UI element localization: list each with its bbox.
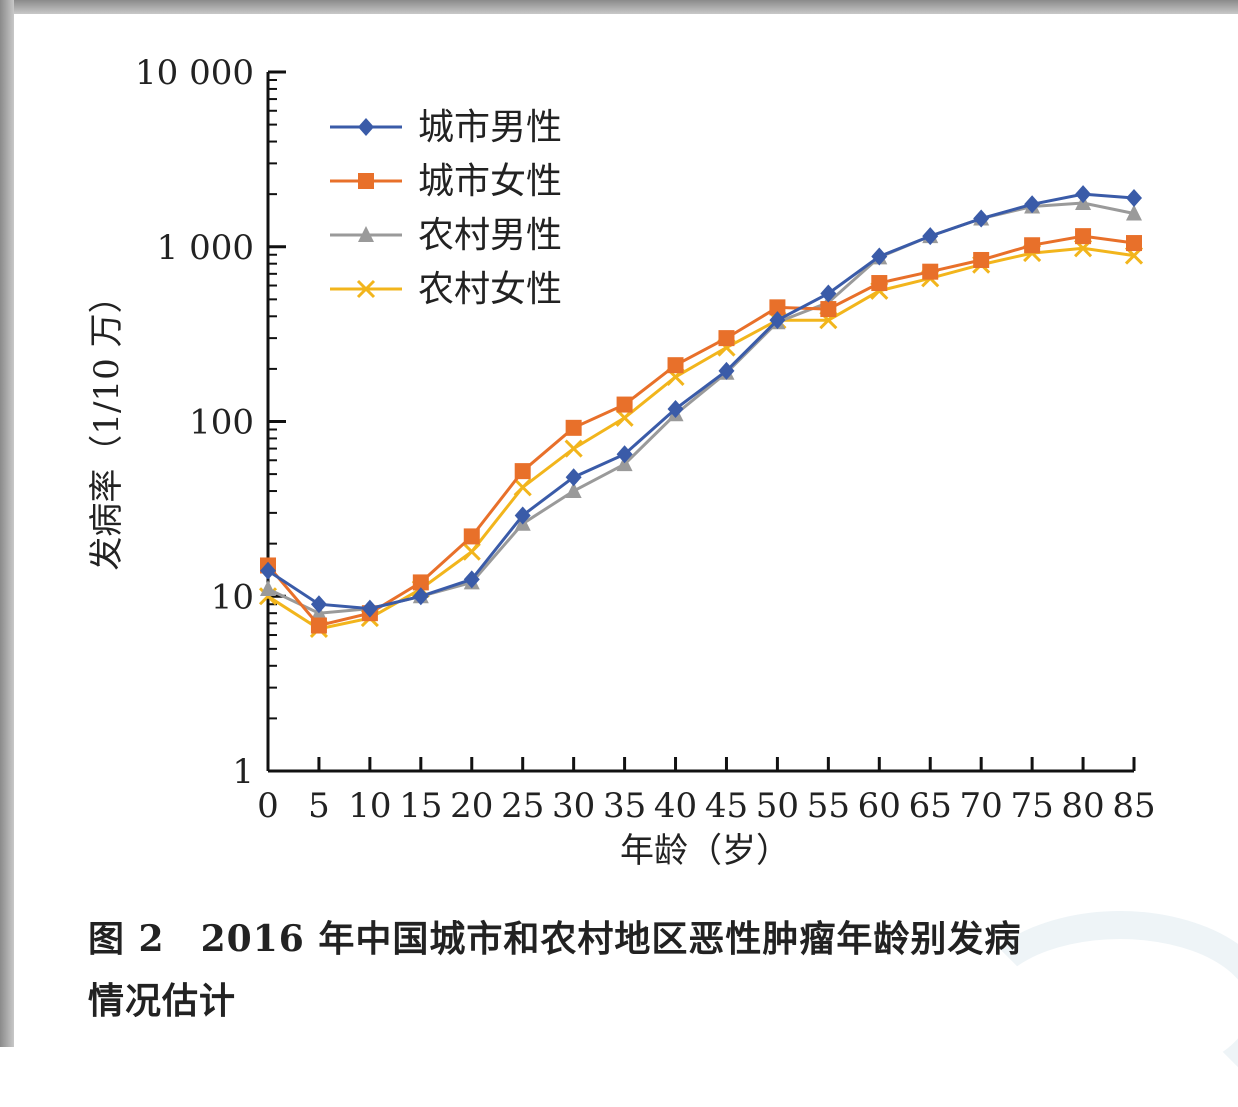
point-marker <box>358 173 374 189</box>
legend-entry: 城市女性 <box>330 161 562 202</box>
point-marker <box>718 330 735 347</box>
legend-entry: 城市男性 <box>330 107 562 148</box>
point-marker <box>358 118 374 136</box>
x-tick-label: 80 <box>1061 786 1104 826</box>
x-tick-label: 20 <box>450 786 493 826</box>
x-tick-label: 15 <box>399 786 442 826</box>
point-marker <box>310 617 327 634</box>
frame-top-edge <box>0 0 1238 14</box>
series-line <box>267 246 1135 631</box>
point-marker <box>871 247 888 266</box>
caption-text: 2016 年中国城市和农村地区恶性肿瘤年龄别发病 <box>200 918 1022 960</box>
point-marker <box>565 482 582 499</box>
series-line <box>266 234 1135 628</box>
y-axis-label: 发病率（1/10 万） <box>87 279 127 570</box>
x-tick-label: 10 <box>348 786 391 826</box>
point-marker <box>356 279 376 299</box>
point-marker <box>463 528 480 545</box>
x-tick-label: 60 <box>858 786 901 826</box>
x-tick-label: 40 <box>654 786 697 826</box>
point-marker <box>820 284 837 303</box>
chart-series <box>258 185 1144 639</box>
point-marker <box>718 361 735 380</box>
figure-number: 图 2 <box>88 918 165 960</box>
point-marker <box>1126 189 1142 208</box>
point-marker <box>514 463 531 480</box>
point-marker <box>1126 204 1142 221</box>
y-tick-label: 10 000 <box>135 53 254 93</box>
series-line <box>267 192 1135 611</box>
legend-label: 城市女性 <box>418 161 562 202</box>
point-marker <box>820 301 837 318</box>
point-marker <box>1024 195 1041 214</box>
point-marker <box>462 542 481 561</box>
point-marker <box>260 580 276 597</box>
y-tick-label: 1 000 <box>157 228 254 268</box>
point-marker <box>565 419 582 436</box>
legend-entry: 农村男性 <box>330 215 562 256</box>
point-marker <box>973 209 990 228</box>
legend-label: 城市男性 <box>418 107 562 148</box>
point-marker <box>871 275 888 292</box>
x-tick-label: 0 <box>257 786 279 826</box>
point-marker <box>361 599 378 618</box>
point-marker <box>667 357 684 374</box>
legend-label: 农村男性 <box>418 215 562 256</box>
point-marker <box>1024 237 1041 254</box>
y-tick-label: 10 <box>211 577 254 617</box>
series-cross <box>258 239 1144 639</box>
x-tick-label: 85 <box>1112 786 1155 826</box>
point-marker <box>769 311 786 330</box>
point-marker <box>260 561 276 580</box>
point-marker <box>769 299 786 316</box>
point-marker <box>514 506 531 525</box>
series-line <box>267 201 1135 615</box>
frame-left-edge <box>0 0 14 1047</box>
point-marker <box>564 439 583 458</box>
point-marker <box>922 263 939 280</box>
point-marker <box>463 570 480 589</box>
series-square <box>260 228 1142 634</box>
point-marker <box>412 587 429 606</box>
point-marker <box>1075 228 1092 245</box>
x-axis-label: 年龄（岁） <box>620 831 790 871</box>
point-marker <box>565 468 582 487</box>
x-tick-label: 70 <box>960 786 1003 826</box>
x-tick-label: 25 <box>501 786 544 826</box>
point-marker <box>412 574 429 591</box>
x-tick-label: 75 <box>1010 786 1053 826</box>
point-marker <box>922 227 939 246</box>
figure-caption: 图 2 2016 年中国城市和农村地区恶性肿瘤年龄别发病 情况估计 <box>88 908 1188 1032</box>
legend-entry: 农村女性 <box>330 269 562 310</box>
point-marker <box>1075 185 1092 204</box>
x-tick-label: 5 <box>308 786 330 826</box>
point-marker <box>513 478 532 497</box>
x-tick-label: 65 <box>909 786 952 826</box>
point-marker <box>358 226 374 242</box>
point-marker <box>973 251 990 268</box>
y-tick-label: 1 <box>232 752 254 792</box>
legend-label: 农村女性 <box>418 269 562 310</box>
x-tick-label: 30 <box>552 786 595 826</box>
point-marker <box>616 396 633 413</box>
caption-text-line2: 情况估计 <box>88 980 237 1022</box>
point-marker <box>667 399 684 418</box>
x-tick-label: 50 <box>756 786 799 826</box>
point-marker <box>310 595 327 614</box>
figure-page: 1 10 100 1 000 10 000 0 5 10 15 20 25 30 35 40 45 50 55 6… <box>0 0 1238 1047</box>
series-diamond <box>260 185 1142 618</box>
y-tick-label: 100 <box>189 403 254 443</box>
point-marker <box>616 445 633 464</box>
point-marker <box>1126 235 1142 252</box>
x-tick-label: 45 <box>705 786 748 826</box>
x-tick-label: 55 <box>807 786 850 826</box>
x-tick-label: 35 <box>603 786 646 826</box>
